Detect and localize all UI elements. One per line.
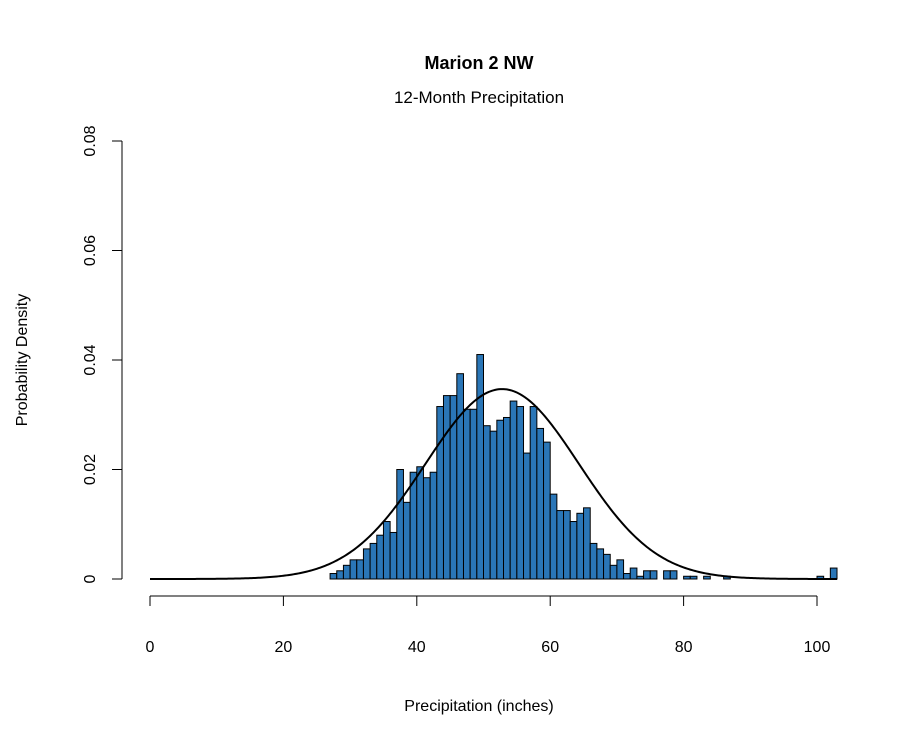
histogram-bar (336, 570, 344, 580)
histogram-bar (509, 400, 518, 580)
histogram-bar (496, 419, 505, 580)
histogram-bar (422, 477, 431, 580)
histogram-bar (369, 542, 378, 580)
histogram-bar (683, 575, 691, 580)
x-tick-label: 0 (146, 639, 155, 656)
histogram-bar (469, 408, 478, 580)
histogram-bar (609, 564, 618, 580)
y-tick-label: 0.04 (82, 344, 99, 375)
histogram-bar (603, 553, 611, 580)
x-axis-label: Precipitation (inches) (404, 698, 553, 715)
y-tick-label: 0.06 (82, 235, 99, 266)
histogram-bar (829, 567, 838, 580)
histogram-bar (476, 354, 484, 580)
histogram-bar (516, 406, 525, 580)
histogram-bar (623, 573, 631, 580)
histogram-bar (396, 469, 404, 580)
histogram-bar (576, 512, 585, 580)
histogram-bar (416, 466, 424, 580)
x-tick-label: 100 (804, 639, 831, 656)
histogram-bar (402, 501, 411, 580)
histogram-bar (429, 471, 438, 580)
x-axis: 0 20 40 60 80 100 (146, 595, 831, 656)
histogram-bar (356, 559, 364, 580)
histogram-bar (456, 373, 464, 580)
histogram-bar (583, 507, 591, 580)
histogram-bars (329, 354, 838, 580)
histogram-bar (663, 570, 671, 580)
normal-fit-curve (150, 388, 838, 580)
histogram-bar (563, 510, 571, 580)
histogram-bar (349, 559, 358, 580)
histogram-bar (529, 406, 538, 580)
histogram-bar (649, 570, 658, 580)
histogram-bar (376, 534, 384, 580)
histogram-bar (389, 531, 398, 580)
histogram-bar (549, 493, 558, 580)
histogram-bar (689, 575, 698, 580)
histogram-bar (409, 471, 418, 580)
histogram-bar (616, 559, 625, 580)
y-tick-label: 0.02 (82, 454, 99, 485)
y-tick-label: 0 (82, 574, 99, 583)
histogram-bar (462, 408, 471, 580)
x-tick-label: 20 (275, 639, 293, 656)
histogram-bar (543, 441, 551, 580)
x-tick-label: 60 (541, 639, 559, 656)
histogram-bar (503, 416, 511, 580)
y-axis-label: Probability Density (14, 294, 31, 427)
histogram-bar (523, 452, 531, 580)
histogram-bar (436, 406, 444, 580)
histogram-bar (703, 575, 711, 580)
histogram-bar (342, 564, 351, 580)
histogram-bar (643, 570, 651, 580)
histogram-bar (382, 521, 391, 580)
histogram-bar (556, 510, 565, 580)
histogram-bar (669, 570, 678, 580)
x-tick-label: 40 (408, 639, 426, 656)
histogram-bar (569, 521, 578, 580)
histogram-bar (596, 548, 605, 580)
histogram-bar (362, 548, 371, 580)
y-tick-label: 0.08 (82, 125, 99, 156)
histogram-bar (483, 425, 491, 580)
chart-title: Marion 2 NW (424, 53, 533, 73)
y-axis: 0 0.02 0.04 0.06 0.08 (82, 125, 123, 583)
histogram-bar (442, 395, 451, 580)
chart-subtitle: 12-Month Precipitation (394, 88, 564, 107)
histogram-bar (589, 542, 598, 580)
histogram-bar (329, 573, 338, 580)
x-tick-label: 80 (675, 639, 693, 656)
histogram-bar (536, 427, 545, 580)
histogram-bar (636, 575, 645, 580)
histogram-bar (489, 430, 498, 580)
histogram-bar (629, 567, 638, 580)
